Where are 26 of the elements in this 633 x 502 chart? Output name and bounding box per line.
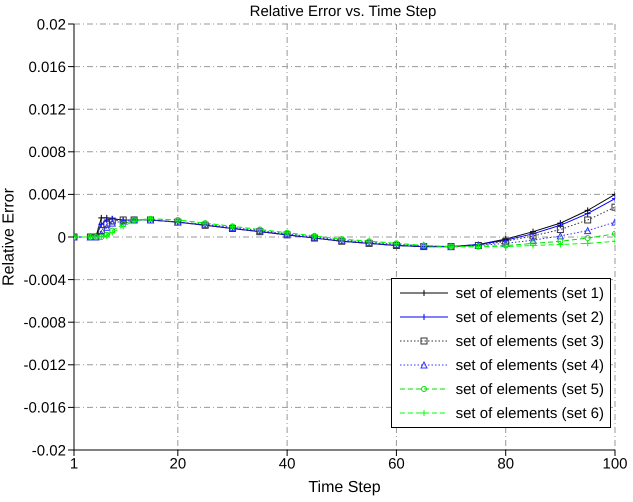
y-tick-label: 0.008 — [28, 144, 66, 162]
y-tick-label: -0.008 — [23, 314, 66, 332]
legend-label: set of elements (set 3) — [456, 332, 604, 350]
x-tick-label: 60 — [388, 456, 405, 473]
legend-label: set of elements (set 4) — [456, 356, 604, 374]
legend-label: set of elements (set 6) — [456, 404, 604, 422]
x-tick-label: 1 — [70, 456, 78, 473]
y-tick-label: -0.004 — [23, 272, 66, 289]
x-tick-label: 80 — [497, 456, 514, 473]
x-axis-title: Time Step — [308, 479, 381, 496]
chart-title: Relative Error vs. Time Step — [250, 3, 436, 20]
x-tick-label: 100 — [602, 456, 628, 473]
y-tick-label: -0.012 — [23, 357, 66, 374]
x-tick-label: 20 — [169, 456, 186, 473]
y-tick-label: 0 — [58, 229, 66, 246]
y-tick-label: 0.004 — [28, 186, 66, 204]
legend-label: set of elements (set 2) — [456, 308, 604, 326]
y-axis-title: Relative Error — [0, 187, 18, 286]
legend-label: set of elements (set 5) — [456, 380, 604, 398]
y-tick-label: 0.016 — [28, 58, 66, 76]
y-tick-label: 0.02 — [36, 16, 66, 34]
legend-label: set of elements (set 1) — [456, 284, 604, 302]
y-tick-label: 0.012 — [28, 102, 66, 119]
x-tick-label: 40 — [278, 456, 296, 473]
y-tick-label: -0.02 — [32, 442, 66, 460]
y-tick-label: -0.016 — [23, 400, 66, 417]
